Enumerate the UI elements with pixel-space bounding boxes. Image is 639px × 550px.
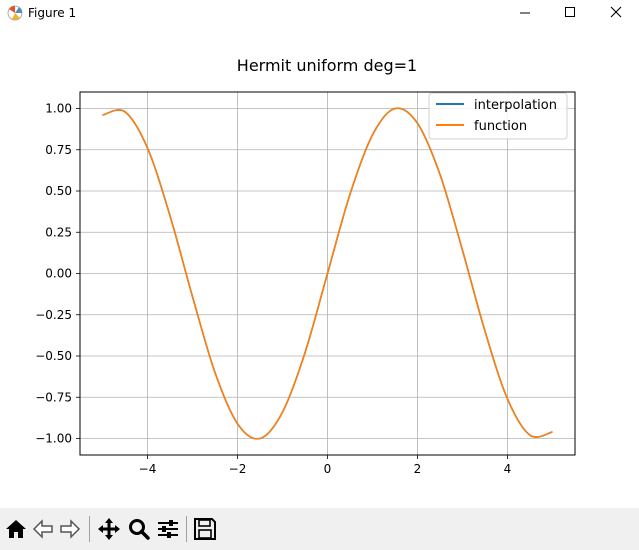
legend-label-function: function [474,119,527,134]
x-tick-label: 4 [504,462,512,476]
forward-button[interactable] [57,516,83,542]
plot-lines [102,107,553,440]
y-tick-label: −0.50 [35,349,72,363]
y-tick-label: 0.00 [45,267,72,281]
line-chart: Hermit uniform deg=1 −4 −2 0 2 4 1.00 0.75 0.5… [35,56,576,476]
minimize-icon [520,12,530,14]
title-bar: Figure 1 [0,0,639,26]
magnifier-icon [129,519,150,540]
y-tick-label: 0.75 [45,143,72,157]
save-button[interactable] [192,516,218,542]
x-tick-label: −2 [229,462,247,476]
home-button[interactable] [3,516,29,542]
back-arrow-icon [32,519,53,539]
y-tick-label: −0.75 [35,390,72,404]
grid-lines [80,92,575,455]
close-button[interactable] [593,0,639,26]
home-icon [6,520,26,538]
pan-button[interactable] [96,516,122,542]
y-axis: 1.00 0.75 0.50 0.25 0.00 −0.25 −0.50 −0.75 −1.00 [35,102,80,446]
back-button[interactable] [30,516,56,542]
x-axis: −4 −2 0 2 4 [139,455,512,476]
legend-label-interpolation: interpolation [474,98,557,113]
toolbar-separator [186,516,187,542]
navigation-toolbar [0,508,639,550]
y-tick-label: 0.25 [45,225,72,239]
x-tick-label: −4 [139,462,157,476]
series-line-function [102,107,553,440]
configure-subplots-button[interactable] [155,516,181,542]
window-title: Figure 1 [28,6,77,20]
maximize-icon [565,7,575,17]
forward-arrow-icon [60,519,81,539]
y-tick-label: −1.00 [35,432,72,446]
y-tick-label: −0.25 [35,308,72,322]
figure-canvas[interactable]: Hermit uniform deg=1 −4 −2 0 2 4 1.00 0.75 0.5… [0,26,639,508]
matplotlib-icon [6,4,24,22]
minimize-button[interactable] [502,0,548,26]
chart-title: Hermit uniform deg=1 [237,56,417,75]
y-tick-label: 0.50 [45,184,72,198]
x-tick-label: 2 [414,462,422,476]
zoom-button[interactable] [126,516,152,542]
x-tick-label: 0 [324,462,332,476]
move-icon [98,518,120,540]
maximize-button[interactable] [547,0,593,26]
sliders-icon [158,520,178,538]
close-icon [610,6,622,18]
legend: interpolation function [428,92,568,140]
toolbar-separator [89,516,90,542]
y-tick-label: 1.00 [45,102,72,116]
floppy-disk-icon [194,518,216,540]
